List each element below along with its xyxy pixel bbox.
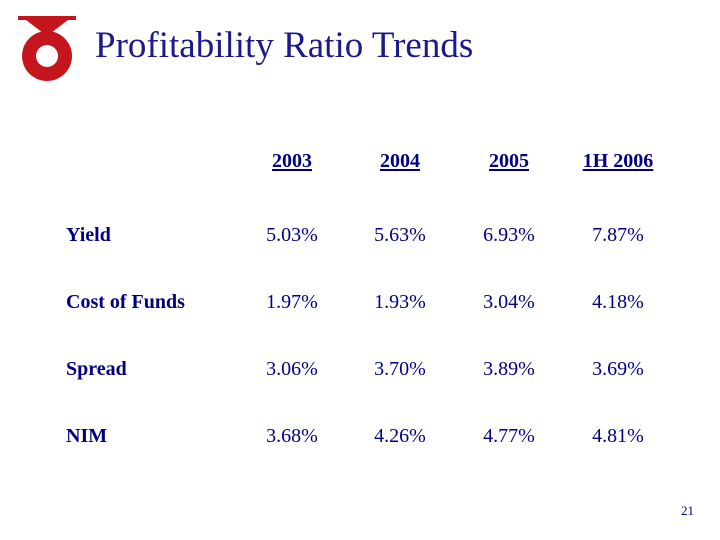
company-logo bbox=[16, 14, 78, 84]
table-cell: 3.89% bbox=[483, 358, 535, 380]
row-label: Cost of Funds bbox=[66, 291, 185, 313]
table-cell: 4.81% bbox=[592, 425, 644, 447]
column-header-2003: 2003 bbox=[272, 150, 312, 172]
slide-title: Profitability Ratio Trends bbox=[95, 25, 474, 66]
column-header-2004: 2004 bbox=[380, 150, 420, 172]
table-cell: 5.63% bbox=[374, 224, 426, 246]
table-cell: 6.93% bbox=[483, 224, 535, 246]
page-number: 21 bbox=[681, 503, 694, 518]
table-cell: 3.04% bbox=[483, 291, 535, 313]
table-cell: 3.69% bbox=[592, 358, 644, 380]
row-label: Yield bbox=[66, 224, 111, 246]
table-cell: 3.70% bbox=[374, 358, 426, 380]
table-cell: 3.06% bbox=[266, 358, 318, 380]
column-header-1h-2006: 1H 2006 bbox=[582, 150, 654, 172]
table-cell: 4.77% bbox=[483, 425, 535, 447]
column-header-2005: 2005 bbox=[489, 150, 529, 172]
table-cell: 7.87% bbox=[592, 224, 644, 246]
table-cell: 1.93% bbox=[374, 291, 426, 313]
row-label: Spread bbox=[66, 358, 127, 380]
table-cell: 1.97% bbox=[266, 291, 318, 313]
row-label: NIM bbox=[66, 425, 108, 447]
table-cell: 3.68% bbox=[266, 425, 318, 447]
table-cell: 5.03% bbox=[266, 224, 318, 246]
table-cell: 4.26% bbox=[374, 425, 426, 447]
table-cell: 4.18% bbox=[592, 291, 644, 313]
logo-icon bbox=[18, 16, 76, 81]
